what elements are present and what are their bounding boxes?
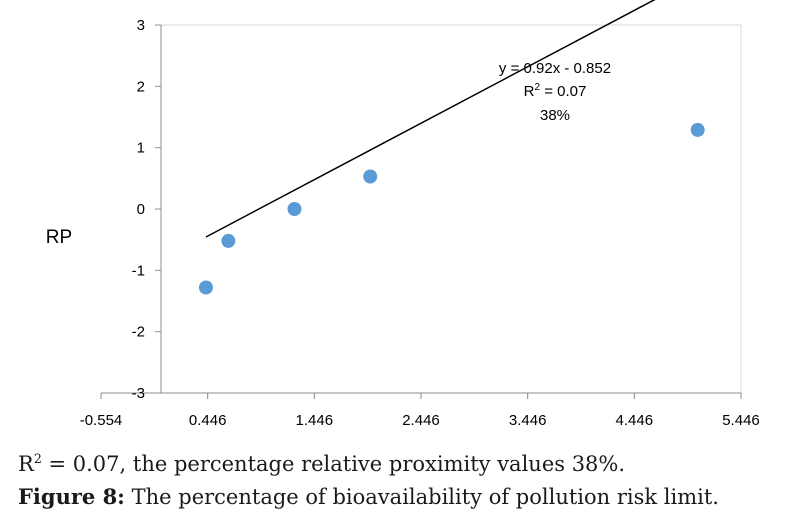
plot-area-border — [160, 24, 742, 394]
x-tick-label: 2.446 — [402, 412, 440, 429]
scatter-chart: 3 2 1 0 -1 -2 -3 -0.554 0.446 1.446 2.446 3.446 4.4… — [46, 0, 760, 429]
x-tick-label: 0.446 — [189, 412, 227, 429]
x-tick-label: 3.446 — [509, 412, 547, 429]
y-tick-label: 2 — [137, 78, 145, 95]
figure-caption: Figure 8: The percentage of bioavailabil… — [18, 484, 719, 509]
y-tick-label: 3 — [137, 17, 145, 34]
r-squared-label: R2 = 0.07 — [524, 82, 587, 100]
y-axis-ticks: 3 2 1 0 -1 -2 -3 — [132, 17, 161, 402]
data-point — [363, 169, 378, 184]
y-tick-label: -2 — [132, 324, 145, 341]
trendline-equation: y = 0.92x - 0.852 — [499, 60, 611, 77]
y-tick-label: -3 — [132, 385, 145, 402]
figure-text: The percentage of bioavailability of pol… — [124, 485, 719, 509]
caption-line-1: R2 = 0.07, the percentage relative proxi… — [18, 451, 626, 476]
data-point — [198, 280, 213, 295]
data-points — [198, 122, 705, 295]
data-point — [690, 122, 705, 137]
trendline — [205, 0, 656, 238]
x-tick-label: 4.446 — [616, 412, 654, 429]
x-axis-ticks: -0.554 0.446 1.446 2.446 3.446 4.446 5.446 — [80, 393, 760, 429]
trendline-annotation: y = 0.92x - 0.852 R2 = 0.07 38% — [499, 60, 611, 124]
x-tick-label: 5.446 — [722, 412, 760, 429]
axes — [101, 25, 741, 394]
trendline-group — [205, 0, 656, 238]
x-tick-label: 1.446 — [296, 412, 334, 429]
y-axis-label: RP — [46, 227, 72, 248]
y-tick-label: 1 — [137, 140, 145, 157]
percent-label: 38% — [540, 107, 570, 124]
figure-label: Figure 8: — [18, 484, 125, 509]
y-tick-label: 0 — [137, 201, 145, 218]
plot-frame — [160, 24, 742, 394]
x-tick-label: -0.554 — [80, 412, 123, 429]
data-point — [287, 202, 302, 216]
y-tick-label: -1 — [132, 262, 145, 279]
data-point — [221, 233, 236, 248]
